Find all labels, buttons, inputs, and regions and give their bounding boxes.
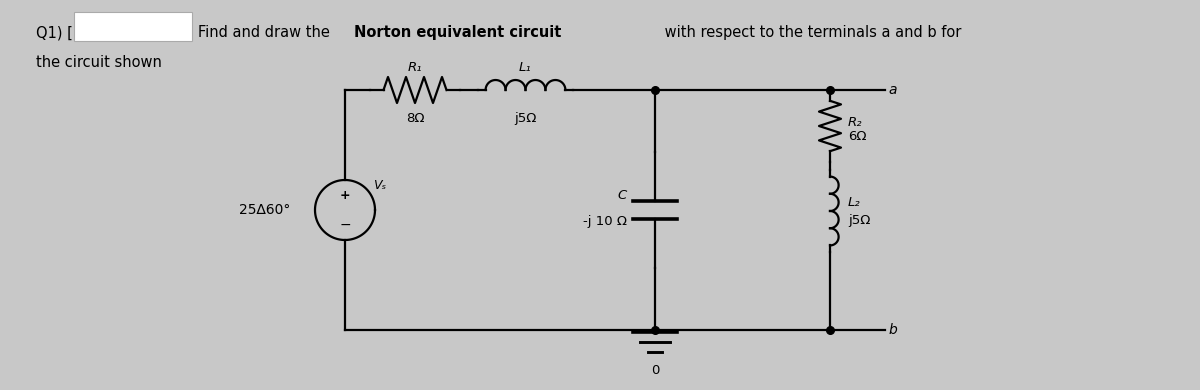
Text: L₂: L₂ [848,196,860,209]
Text: Norton equivalent circuit: Norton equivalent circuit [354,25,562,40]
Text: a: a [888,83,896,97]
Text: L₁: L₁ [520,61,532,74]
Text: 0: 0 [650,364,659,377]
Text: +: + [340,190,350,202]
Text: Q1) [25: Q1) [25 [36,25,91,40]
Text: with respect to the terminals a and b for: with respect to the terminals a and b fo… [660,25,961,40]
Text: R₂: R₂ [848,116,863,129]
Text: Find and draw the: Find and draw the [198,25,335,40]
Text: the circuit shown: the circuit shown [36,55,162,69]
Text: 8Ω: 8Ω [406,112,425,125]
Text: b: b [888,323,896,337]
Text: -j 10 Ω: -j 10 Ω [583,216,628,229]
Text: Vₛ: Vₛ [373,179,386,192]
Text: j5Ω: j5Ω [848,215,870,227]
Text: R₁: R₁ [408,61,422,74]
Text: 6Ω: 6Ω [848,130,866,143]
Text: j5Ω: j5Ω [515,112,536,125]
Text: −: − [340,218,350,232]
Text: 25∆60°: 25∆60° [239,203,290,217]
Text: C: C [618,190,628,202]
